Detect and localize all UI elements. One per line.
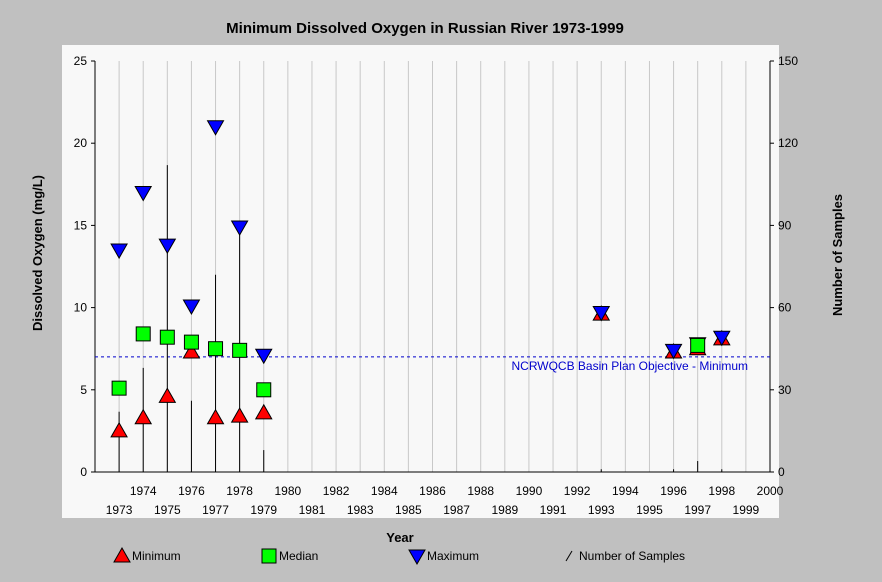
x-tick-label: 1993 bbox=[588, 503, 615, 517]
y-tick-label: 25 bbox=[74, 54, 88, 68]
median-point bbox=[135, 326, 151, 342]
maximum-point bbox=[110, 243, 128, 260]
x-tick-label: 1990 bbox=[516, 484, 543, 498]
x-tick-label: 2000 bbox=[757, 484, 784, 498]
x-tick-label: 1983 bbox=[347, 503, 374, 517]
x-tick-label: 1982 bbox=[323, 484, 350, 498]
y2-tick-label: 150 bbox=[778, 54, 798, 68]
legend-item: Maximum bbox=[408, 549, 479, 566]
y-tick-label: 20 bbox=[74, 136, 88, 150]
legend-label: Number of Samples bbox=[579, 549, 685, 563]
x-axis-title: Year bbox=[386, 530, 413, 545]
x-tick-label: 1999 bbox=[733, 503, 760, 517]
y-tick-label: 10 bbox=[74, 301, 88, 315]
maximum-point bbox=[712, 330, 731, 347]
y-tick-label: 0 bbox=[80, 465, 87, 479]
x-tick-label: 1981 bbox=[299, 503, 326, 517]
y-axis-title: Dissolved Oxygen (mg/L) bbox=[30, 175, 45, 331]
y2-tick-label: 60 bbox=[778, 301, 792, 315]
legend-label: Minimum bbox=[132, 549, 181, 563]
x-tick-label: 1998 bbox=[708, 484, 735, 498]
x-tick-label: 1987 bbox=[443, 503, 470, 517]
maximum-point bbox=[664, 343, 683, 360]
y2-tick-label: 120 bbox=[778, 136, 798, 150]
legend-item: Number of Samples bbox=[565, 549, 685, 563]
minimum-point bbox=[158, 387, 177, 403]
x-tick-label: 1985 bbox=[395, 503, 422, 517]
legend-marker-triangle-down bbox=[408, 549, 426, 566]
reference-line-group: NCRWQCB Basin Plan Objective - Minimum bbox=[95, 356, 770, 373]
minimum-point bbox=[254, 403, 273, 420]
legend-marker-square bbox=[261, 548, 277, 564]
data-marks bbox=[110, 120, 731, 472]
maximum-point bbox=[182, 299, 201, 315]
median-point bbox=[111, 380, 127, 396]
minimum-point bbox=[134, 408, 153, 425]
minimum-point bbox=[230, 407, 249, 423]
x-tick-label: 1989 bbox=[491, 503, 518, 517]
maximum-point bbox=[206, 120, 225, 136]
x-tick-label: 1992 bbox=[564, 484, 591, 498]
x-tick-label: 1974 bbox=[130, 484, 157, 498]
x-tick-label: 1984 bbox=[371, 484, 398, 498]
median-point bbox=[208, 341, 224, 357]
legend-item: Minimum bbox=[113, 546, 181, 563]
plot-panel bbox=[62, 45, 779, 518]
x-tick-label: 1994 bbox=[612, 484, 639, 498]
maximum-point bbox=[230, 220, 249, 237]
y2-axis-title: Number of Samples bbox=[830, 194, 845, 316]
tick-labels: 0 5 10 15 20 25 0 30 60 90 120 150 1974 1976 1978 1980 1… bbox=[74, 54, 799, 517]
x-tick-label: 1978 bbox=[226, 484, 253, 498]
legend-marker-slash bbox=[565, 550, 573, 562]
median-point bbox=[183, 334, 199, 350]
median-point bbox=[159, 329, 175, 345]
minimum-point bbox=[206, 408, 225, 425]
maximum-point bbox=[158, 238, 177, 255]
legend-marker-triangle-up bbox=[113, 546, 131, 563]
maximum-point bbox=[592, 306, 611, 322]
legend-label: Median bbox=[279, 549, 318, 563]
x-tick-label: 1997 bbox=[684, 503, 711, 517]
x-tick-label: 1996 bbox=[660, 484, 687, 498]
y-tick-label: 5 bbox=[80, 383, 87, 397]
maximum-point bbox=[134, 186, 153, 202]
x-tick-label: 1977 bbox=[202, 503, 229, 517]
median-point bbox=[232, 342, 248, 358]
minimum-point bbox=[110, 421, 128, 438]
minimum-point bbox=[182, 342, 201, 359]
x-tick-label: 1986 bbox=[419, 484, 446, 498]
y2-tick-label: 0 bbox=[778, 465, 785, 479]
x-tick-label: 1975 bbox=[154, 503, 181, 517]
grid bbox=[118, 61, 771, 472]
legend-label: Maximum bbox=[427, 549, 479, 563]
x-tick-label: 1991 bbox=[540, 503, 567, 517]
y2-tick-label: 90 bbox=[778, 218, 792, 232]
x-tick-label: 1976 bbox=[178, 484, 205, 498]
x-tick-label: 1979 bbox=[250, 503, 277, 517]
median-point bbox=[690, 337, 706, 353]
maximum-point bbox=[254, 348, 273, 365]
y2-tick-label: 30 bbox=[778, 383, 792, 397]
x-tick-label: 1980 bbox=[275, 484, 302, 498]
legend: Minimum Median Maximum Number of Samples bbox=[113, 546, 685, 566]
x-tick-label: 1988 bbox=[467, 484, 494, 498]
y-tick-label: 15 bbox=[74, 218, 88, 232]
legend-item: Median bbox=[261, 548, 318, 564]
axes bbox=[94, 61, 771, 473]
reference-line-label: NCRWQCB Basin Plan Objective - Minimum bbox=[511, 359, 748, 373]
chart-title: Minimum Dissolved Oxygen in Russian Rive… bbox=[226, 20, 624, 37]
x-tick-label: 1995 bbox=[636, 503, 663, 517]
x-tick-label: 1973 bbox=[106, 503, 133, 517]
median-point bbox=[256, 382, 272, 398]
